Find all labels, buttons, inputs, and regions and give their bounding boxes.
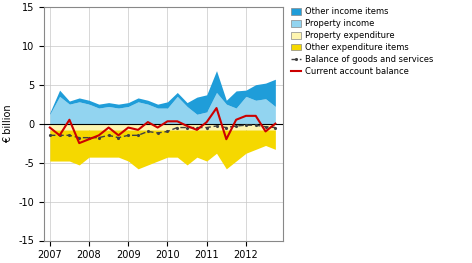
Y-axis label: € billion: € billion (3, 104, 13, 143)
Legend: Other income items, Property income, Property expenditure, Other expenditure ite: Other income items, Property income, Pro… (290, 6, 434, 77)
